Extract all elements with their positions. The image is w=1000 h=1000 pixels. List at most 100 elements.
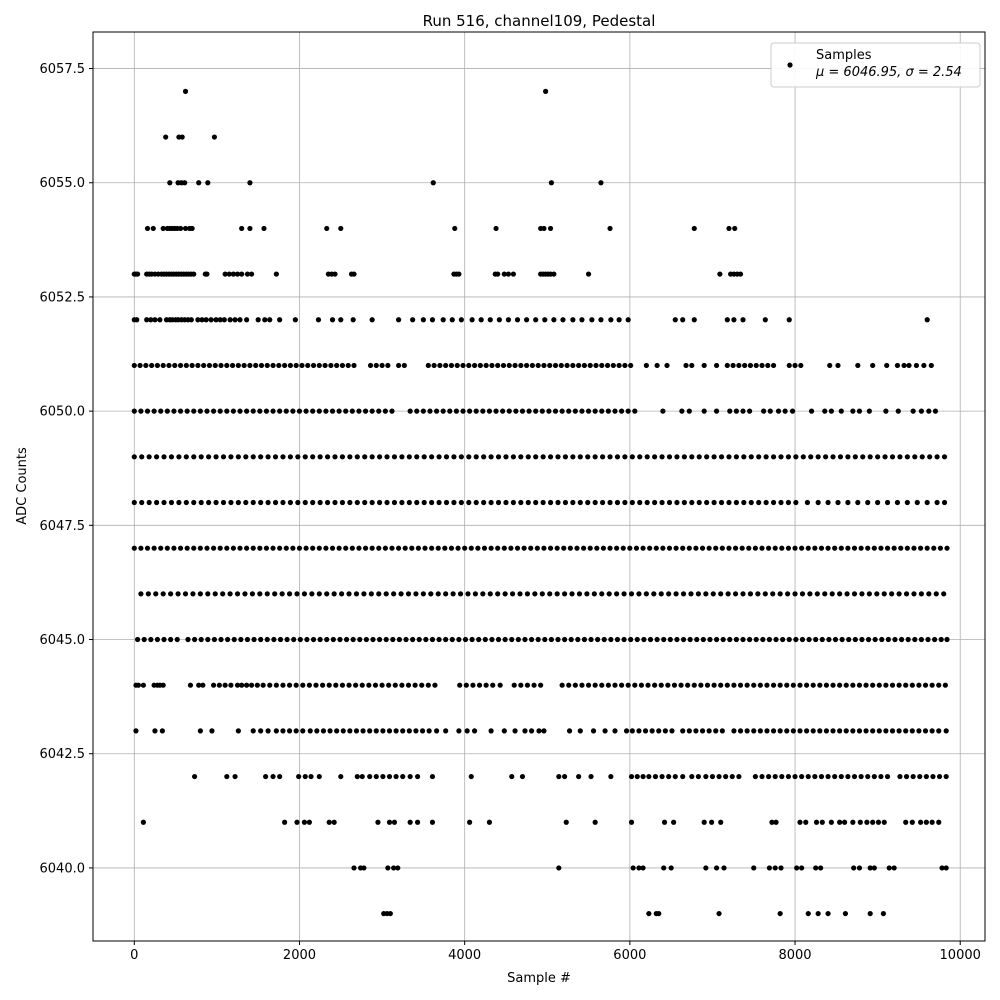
data-point [541,545,547,551]
data-point [570,362,576,369]
data-point [183,362,189,369]
data-point [435,591,441,597]
data-point [891,545,897,551]
data-point [213,454,219,460]
data-point [316,773,322,780]
data-point [197,728,203,734]
data-point [936,682,942,688]
data-point [471,728,478,734]
data-point [250,499,256,506]
data-point [892,636,898,643]
data-point [185,636,191,643]
data-point [610,362,616,369]
data-point [555,636,561,643]
data-point [719,728,725,734]
data-point [324,454,331,460]
data-point [476,682,483,688]
data-point [575,636,581,643]
data-point [785,591,791,597]
data-point [845,773,851,780]
data-point [211,134,218,140]
data-point [247,362,253,369]
data-point [222,271,228,277]
data-point [160,225,166,232]
data-point [710,591,716,597]
data-point [131,545,137,551]
data-point [540,499,546,506]
data-point [870,362,876,369]
data-point [380,773,386,780]
data-point [367,362,374,369]
data-point [889,591,895,597]
data-point [843,728,849,734]
data-point [863,728,869,734]
data-point [334,728,340,734]
data-point [693,728,699,734]
data-point [832,545,838,551]
data-point [518,454,524,460]
data-point [706,545,712,551]
data-point [415,545,422,551]
data-point [813,819,820,825]
data-point [656,728,662,734]
data-point [792,591,798,597]
data-point [894,362,901,369]
data-point [198,499,204,506]
data-point [343,408,349,414]
data-point [406,499,412,506]
data-point [176,499,182,506]
data-point [934,499,940,506]
data-point [286,591,293,597]
data-point [672,773,678,780]
data-point [420,408,426,414]
data-point [711,682,717,688]
data-point [652,773,659,780]
data-point [431,362,437,369]
data-point [413,591,419,597]
data-point [726,545,732,551]
data-point [177,545,184,551]
data-point [681,499,687,506]
data-point [389,545,395,551]
data-point [659,454,665,460]
data-point [524,362,530,369]
data-point [336,408,342,414]
data-point [420,591,426,597]
data-point [630,865,636,871]
data-point [579,682,585,688]
data-point [943,728,949,734]
data-point [295,499,301,506]
data-point [751,865,757,871]
data-point [533,499,539,506]
data-point [347,454,353,460]
data-point [593,362,599,369]
data-point [292,317,298,323]
data-point [903,819,909,825]
data-point [666,773,672,780]
data-point [926,591,932,597]
data-point [210,545,217,551]
data-point [752,773,758,780]
data-point [903,728,909,734]
data-point [896,591,902,597]
data-point [691,682,697,688]
data-point [757,682,763,688]
data-point [674,454,680,460]
data-point [227,591,233,597]
data-point [369,499,375,506]
data-point [299,362,305,369]
data-point [918,408,925,414]
data-point [395,545,402,551]
data-point [328,362,334,369]
data-point [472,591,479,597]
data-point [384,454,390,460]
data-point [353,682,359,688]
data-point [244,636,251,643]
data-point [443,591,449,597]
data-point [775,408,782,414]
data-point [310,454,316,460]
data-point [612,408,618,414]
data-point [154,362,161,369]
data-point [725,591,731,597]
